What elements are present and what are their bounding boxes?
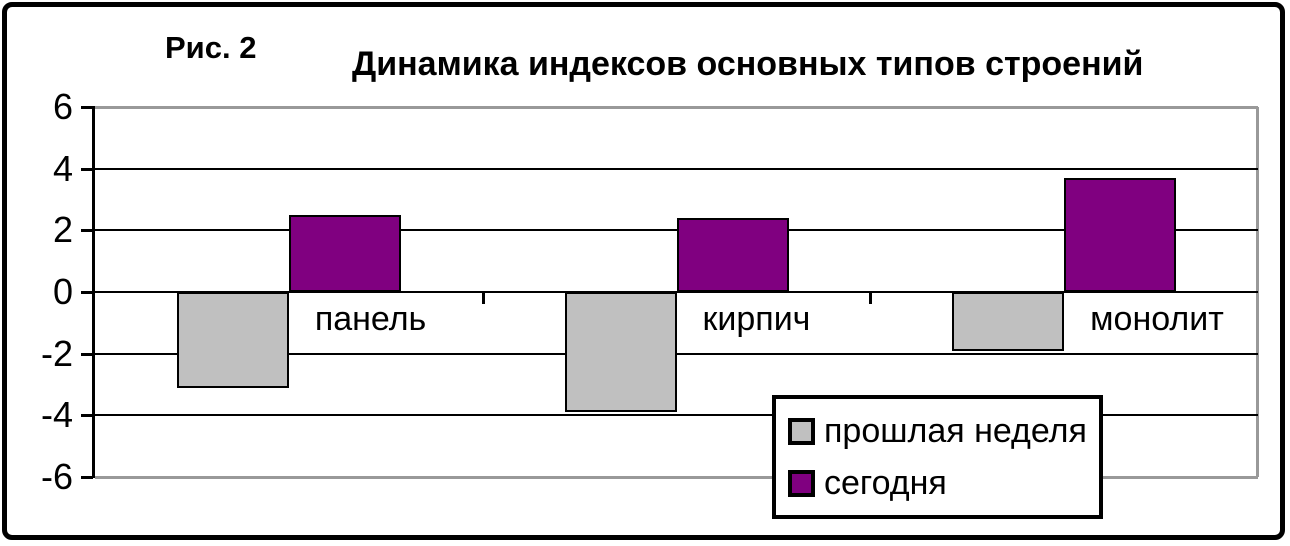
gridline-4: [95, 167, 1258, 170]
gridline--2: [95, 352, 1258, 355]
y-axis-label-0: 0: [52, 271, 73, 312]
plot-area: прошлая неделя сегодня 6 4 2 0 -2 -4 -6 панель к…: [41, 87, 1259, 519]
category-label-кирпич: кирпич: [702, 300, 811, 338]
y-tick-mark-0: [81, 291, 93, 294]
y-tick-mark--2: [81, 352, 93, 356]
legend-swatch-last-week: [788, 417, 815, 445]
y-axis-label-4: 4: [52, 147, 73, 189]
gridline-6: [95, 106, 1258, 109]
gridline--4: [95, 414, 1258, 417]
figure-label: Рис. 2: [165, 30, 257, 65]
chart-title: Динамика индексов основных типов строени…: [352, 45, 1144, 83]
y-axis-label--2: -2: [40, 332, 73, 374]
y-tick-mark-2: [81, 229, 93, 233]
y-axis-label-2: 2: [52, 209, 73, 251]
y-tick-mark--6: [81, 476, 93, 479]
y-tick-mark--4: [81, 414, 93, 418]
legend: прошлая неделя сегодня: [772, 395, 1103, 519]
y-axis-label--6: -6: [40, 456, 73, 497]
x-tick-mark-2: [869, 293, 873, 304]
category-label-панель: панель: [314, 300, 427, 338]
y-tick-mark-6: [81, 106, 93, 109]
legend-item-today: сегодня: [788, 465, 1099, 501]
y-axis-label--4: -4: [40, 394, 73, 436]
x-tick-mark-1: [481, 293, 485, 304]
bar-панель-today: [288, 214, 401, 292]
legend-swatch-today: [788, 469, 815, 497]
legend-item-last-week: прошлая неделя: [788, 413, 1099, 449]
bar-монолит-today: [1064, 177, 1177, 292]
category-label-монолит: монолит: [1090, 300, 1224, 338]
bar-кирпич-last-week: [564, 292, 677, 413]
y-tick-mark-4: [81, 167, 93, 171]
y-axis-line: [92, 106, 95, 478]
legend-label-today: сегодня: [824, 464, 947, 502]
gridline-0: [95, 291, 1258, 293]
bar-панель-last-week: [176, 292, 289, 388]
legend-label-last-week: прошлая неделя: [824, 412, 1087, 450]
bar-кирпич-today: [676, 218, 789, 292]
bar-монолит-last-week: [952, 292, 1065, 351]
gridline--6: [95, 476, 1258, 479]
y-axis-label-6: 6: [52, 86, 73, 127]
